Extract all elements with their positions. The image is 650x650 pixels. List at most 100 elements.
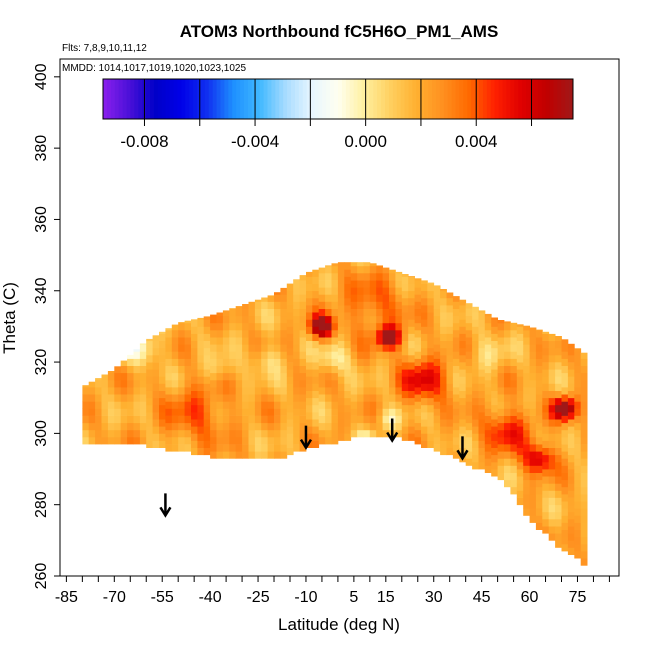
colorbar-segment (553, 79, 558, 119)
heatmap-cell (580, 494, 588, 502)
heatmap-cell (101, 415, 109, 424)
heatmap-cell (542, 476, 550, 484)
heatmap-cell (369, 265, 377, 274)
heatmap-cell (484, 351, 492, 359)
heatmap-cell (261, 408, 268, 416)
heatmap-cell (274, 294, 281, 302)
heatmap-cell (497, 387, 505, 395)
colorbar-segment (506, 79, 511, 119)
heatmap-cell (203, 440, 211, 448)
heatmap-cell (433, 387, 441, 395)
heatmap-cell (555, 540, 562, 548)
heatmap-cell (408, 383, 415, 391)
heatmap-cell (510, 436, 518, 445)
heatmap-cell (440, 354, 447, 363)
heatmap-cell (267, 415, 275, 424)
heatmap-cell (574, 458, 582, 466)
heatmap-cell (95, 422, 102, 431)
colorbar-segment (310, 79, 315, 119)
heatmap-cell (491, 369, 498, 377)
heatmap-cell (114, 401, 122, 409)
heatmap-cell (229, 379, 237, 388)
colorbar-segment (232, 79, 237, 119)
heatmap-cell (408, 362, 415, 370)
heatmap-cell (299, 401, 307, 409)
heatmap-cell (235, 408, 243, 416)
heatmap-cell (312, 419, 320, 427)
heatmap-cell (325, 322, 332, 331)
heatmap-cell (580, 472, 588, 481)
heatmap-cell (216, 422, 224, 431)
heatmap-cell (440, 383, 447, 391)
heatmap-cell (229, 315, 237, 324)
heatmap-cell (369, 280, 377, 288)
heatmap-cell (433, 287, 441, 295)
heatmap-cell (516, 369, 524, 377)
colorbar-segment (451, 79, 456, 119)
heatmap-cell (229, 408, 237, 416)
heatmap-cell (280, 444, 288, 452)
colorbar-segment (357, 79, 362, 119)
heatmap-cell (171, 358, 179, 366)
heatmap-cell (440, 290, 447, 299)
heatmap-cell (484, 465, 492, 473)
heatmap-cell (318, 436, 326, 445)
heatmap-cell (574, 508, 582, 516)
heatmap-cell (427, 390, 435, 399)
heatmap-cell (497, 436, 505, 445)
heatmap-cell (171, 444, 179, 452)
heatmap-cell (529, 472, 537, 481)
heatmap-cell (363, 415, 371, 424)
heatmap-cell (120, 379, 128, 388)
heatmap-cell (306, 362, 313, 370)
colorbar-segment (420, 79, 425, 119)
heatmap-cell (516, 333, 524, 341)
heatmap-cell (529, 458, 537, 466)
heatmap-cell (357, 308, 364, 317)
heatmap-cell (274, 344, 281, 352)
colorbar-segment (244, 79, 249, 119)
heatmap-cell (440, 412, 447, 420)
heatmap-cell (139, 343, 147, 345)
heatmap-cell (369, 344, 377, 352)
heatmap-cell (414, 387, 422, 395)
colorbar-segment (565, 79, 570, 119)
heatmap-cell (299, 322, 307, 331)
heatmap-cell (184, 330, 192, 338)
heatmap-cell (299, 422, 307, 431)
heatmap-cell (548, 440, 556, 448)
heatmap-cell (452, 372, 460, 381)
heatmap-cell (171, 401, 179, 409)
heatmap-cell (235, 444, 243, 452)
heatmap-cell (178, 379, 185, 388)
heatmap-cell (165, 351, 173, 359)
heatmap-cell (580, 408, 588, 416)
heatmap-cell (459, 404, 467, 413)
heatmap-cell (210, 358, 217, 366)
heatmap-cell (248, 351, 256, 359)
heatmap-cell (127, 365, 134, 374)
heatmap-cell (491, 333, 498, 341)
heatmap-cell (401, 340, 409, 349)
heatmap-cell (363, 408, 371, 416)
heatmap-cell (548, 490, 556, 498)
heatmap-cell (337, 433, 345, 441)
colorbar-segment (345, 79, 351, 119)
heatmap-cell (580, 379, 588, 388)
heatmap-cell (325, 280, 332, 288)
heatmap-cell (376, 365, 383, 374)
heatmap-cell (337, 340, 345, 349)
heatmap-cell (286, 397, 294, 406)
heatmap-cell (350, 322, 358, 331)
heatmap-cell (229, 344, 237, 352)
heatmap-cell (120, 436, 128, 445)
heatmap-cell (382, 315, 390, 324)
heatmap-cell (293, 330, 300, 338)
heatmap-cell (133, 379, 141, 388)
heatmap-cell (369, 263, 377, 267)
heatmap-cell (510, 351, 518, 359)
heatmap-cell (555, 336, 562, 341)
heatmap-cell (312, 312, 320, 320)
heatmap-cell (523, 451, 530, 459)
heatmap-cell (197, 440, 205, 448)
